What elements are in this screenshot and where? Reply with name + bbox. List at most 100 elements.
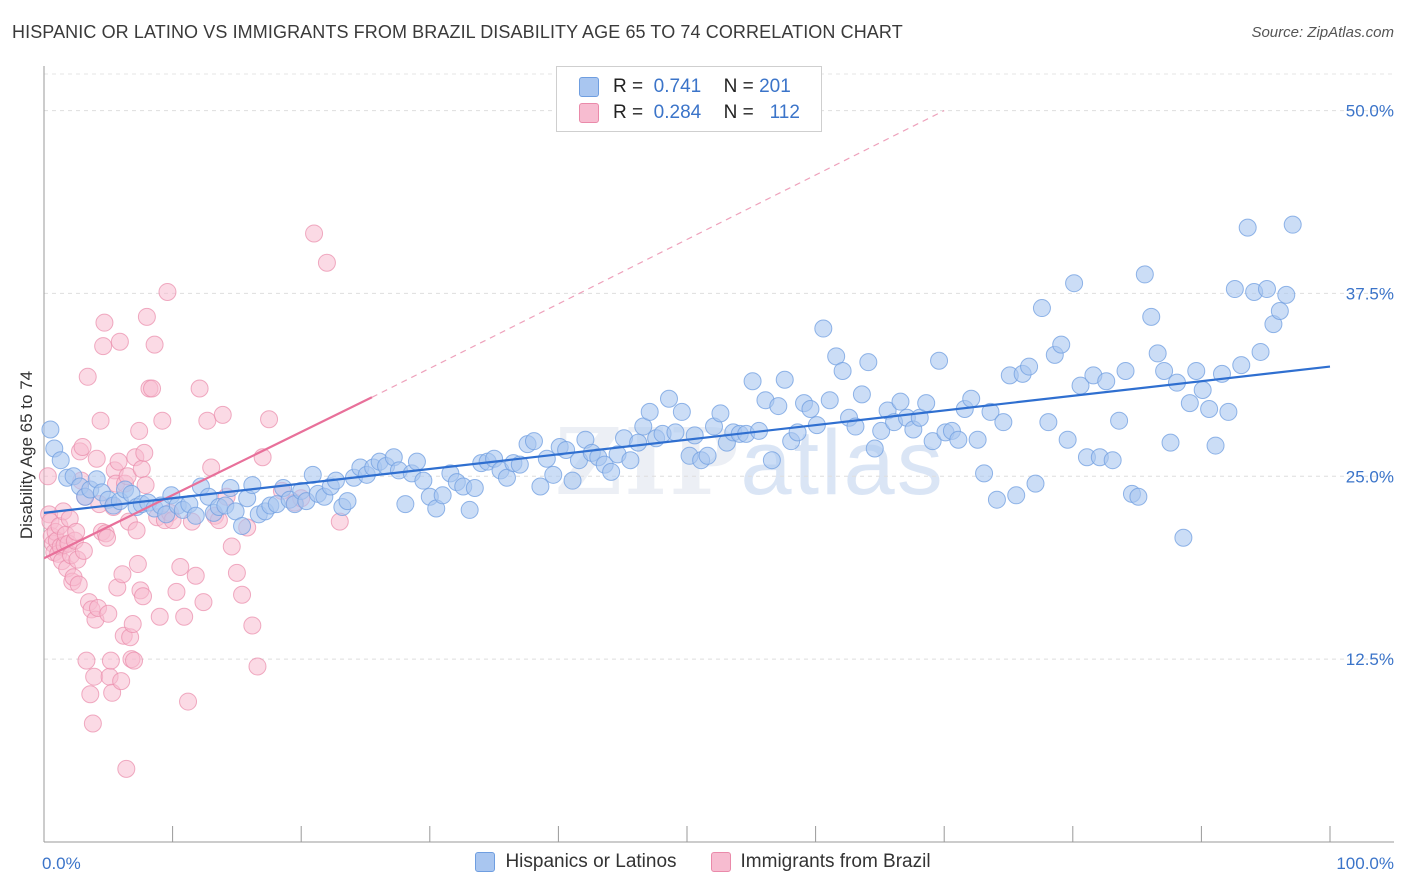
data-point-brazil: [260, 410, 279, 429]
data-point-brazil: [127, 521, 146, 540]
trend-line-hispanic: [43, 365, 1331, 514]
bottom-legend-item-brazil: Immigrants from Brazil: [710, 851, 931, 873]
data-point-hispanic: [1148, 344, 1167, 363]
data-point-hispanic: [762, 451, 781, 470]
data-point-hispanic: [1007, 486, 1026, 505]
data-point-hispanic: [698, 446, 717, 465]
data-point-hispanic: [1270, 301, 1289, 320]
series-immigrants-from-brazil: [38, 224, 349, 778]
data-point-hispanic: [923, 432, 942, 451]
data-point-hispanic: [1225, 280, 1244, 299]
data-point-hispanic: [865, 439, 884, 458]
data-point-brazil: [248, 657, 267, 676]
data-point-hispanic: [524, 432, 543, 451]
data-point-hispanic: [1200, 399, 1219, 418]
bottom-legend-swatch-pink: [710, 852, 731, 872]
data-point-brazil: [110, 332, 129, 351]
data-point-hispanic: [962, 389, 981, 408]
data-point-brazil: [98, 528, 117, 547]
data-point-hispanic: [1052, 335, 1071, 354]
legend-row-hispanics: R = 0.741 N = 201: [579, 75, 791, 99]
data-point-brazil: [132, 459, 151, 478]
series-hispanics-or-latinos: [41, 215, 1302, 547]
data-point-hispanic: [917, 394, 936, 413]
data-point-brazil: [145, 335, 164, 354]
data-point-hispanic: [1097, 372, 1116, 391]
data-point-brazil: [78, 367, 97, 386]
data-point-hispanic: [994, 413, 1013, 432]
data-point-hispanic: [396, 495, 415, 514]
axes: [43, 66, 1394, 843]
data-point-hispanic: [666, 423, 685, 442]
data-point-hispanic: [846, 417, 865, 436]
data-point-hispanic: [1232, 356, 1251, 375]
data-point-hispanic: [1020, 357, 1039, 376]
data-point-brazil: [81, 685, 100, 704]
data-point-brazil: [109, 452, 128, 471]
data-point-brazil: [135, 443, 154, 462]
data-point-hispanic: [563, 471, 582, 490]
data-point-hispanic: [407, 452, 426, 471]
bottom-legend-item-hispanics: Hispanics or Latinos: [475, 851, 677, 873]
data-point-brazil: [77, 651, 96, 670]
data-point-brazil: [194, 593, 213, 612]
data-point-hispanic: [1155, 361, 1174, 380]
data-point-hispanic: [1135, 265, 1154, 284]
data-point-hispanic: [602, 462, 621, 481]
data-point-hispanic: [1065, 274, 1084, 293]
data-point-brazil: [222, 537, 241, 556]
data-point-hispanic: [1206, 436, 1225, 455]
data-point-brazil: [136, 476, 155, 495]
legend-n-label: N =: [723, 76, 754, 97]
data-point-hispanic: [1257, 280, 1276, 299]
data-point-brazil: [305, 224, 324, 243]
data-point-hispanic: [1161, 433, 1180, 452]
data-point-brazil: [134, 587, 153, 606]
data-point-hispanic: [975, 464, 994, 483]
bottom-legend-label: Hispanics or Latinos: [505, 851, 677, 872]
x-tick-label: 100.0%: [1336, 854, 1394, 873]
y-tick-labels: 12.5% 25.0% 37.5% 50.0%: [1346, 102, 1394, 670]
legend-row-brazil: R = 0.284 N = 112: [579, 101, 800, 125]
data-point-hispanic: [233, 517, 252, 536]
data-point-hispanic: [186, 506, 205, 525]
data-point-brazil: [95, 313, 114, 332]
data-point-brazil: [38, 467, 57, 486]
data-point-brazil: [171, 557, 190, 576]
data-point-hispanic: [769, 397, 788, 416]
data-point-hispanic: [1180, 394, 1199, 413]
data-point-brazil: [158, 282, 177, 301]
data-point-hispanic: [414, 471, 433, 490]
legend: R = 0.741 N = 201 R = 0.284 N = 112: [556, 66, 822, 132]
data-point-hispanic: [1251, 342, 1270, 361]
data-point-brazil: [153, 411, 172, 430]
data-point-hispanic: [510, 455, 529, 474]
data-point-hispanic: [1193, 380, 1212, 399]
data-point-brazil: [123, 615, 142, 634]
data-point-hispanic: [859, 353, 878, 372]
data-point-hispanic: [531, 477, 550, 496]
data-point-hispanic: [1129, 487, 1148, 506]
data-point-hispanic: [640, 402, 659, 421]
y-tick-label: 37.5%: [1346, 284, 1394, 303]
data-point-brazil: [175, 607, 194, 626]
data-point-brazil: [167, 582, 186, 601]
data-point-hispanic: [659, 389, 678, 408]
chart-source: Source: ZipAtlas.com: [1251, 24, 1394, 41]
data-point-brazil: [243, 616, 262, 635]
legend-r-label: R =: [613, 76, 644, 97]
data-point-hispanic: [711, 404, 730, 423]
data-point-hispanic: [891, 392, 910, 411]
data-point-brazil: [117, 759, 136, 778]
data-point-brazil: [137, 307, 156, 326]
data-point-hispanic: [465, 478, 484, 497]
data-point-hispanic: [1110, 411, 1129, 430]
data-point-hispanic: [1026, 474, 1045, 493]
trend-line-brazil: [43, 396, 373, 560]
data-point-hispanic: [820, 391, 839, 410]
data-point-brazil: [67, 522, 86, 541]
bottom-legend-label: Immigrants from Brazil: [740, 851, 931, 872]
legend-n-label: N =: [723, 102, 754, 123]
data-point-brazil: [83, 714, 102, 733]
data-point-hispanic: [685, 426, 704, 445]
